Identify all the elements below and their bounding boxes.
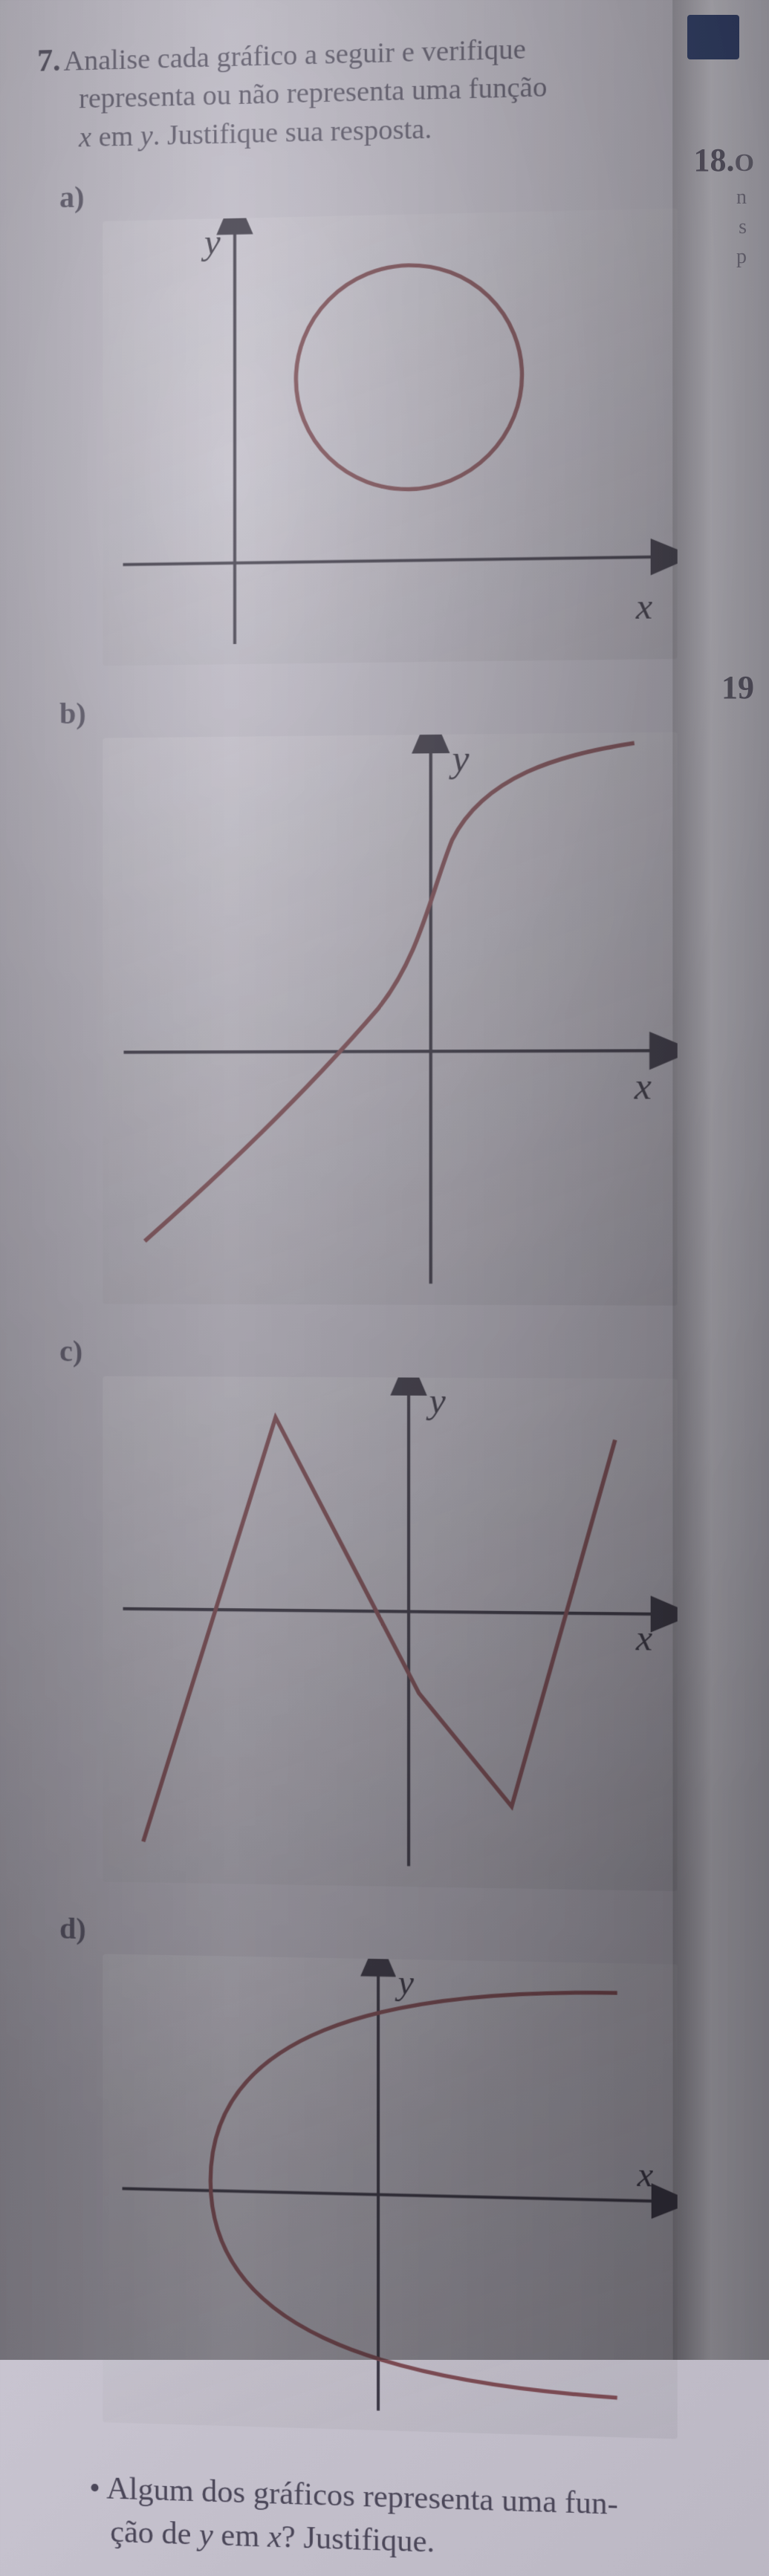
textbook-page: 7. Analise cada gráfico a seguir e verif… — [0, 0, 769, 2381]
bullet-marker: • — [89, 2471, 100, 2505]
graph-b: y x — [103, 732, 677, 1306]
x-axis-label: x — [636, 2155, 653, 2194]
part-c-label: c) — [59, 1333, 752, 1371]
zigzag-curve — [143, 1417, 614, 1849]
x-axis — [122, 2188, 657, 2201]
var-y: y — [140, 120, 153, 152]
s-curve — [144, 743, 634, 1241]
x-axis-label: x — [635, 1616, 652, 1658]
x-axis — [123, 1051, 655, 1053]
question-text-line2: representa ou não representa uma função — [37, 71, 547, 116]
graph-a: y x — [103, 208, 677, 666]
question-block: 7. Analise cada gráfico a seguir e verif… — [30, 25, 752, 158]
x-axis — [123, 1609, 656, 1614]
part-d-label: d) — [59, 1910, 752, 1958]
circle-curve — [296, 263, 522, 491]
bullet-line1: Algum dos gráficos representa uma fun- — [106, 2471, 618, 2522]
y-axis-label: y — [200, 221, 220, 263]
graph-c: y x — [103, 1376, 677, 1891]
x-axis-label: x — [633, 1064, 652, 1107]
x-axis-label: x — [635, 585, 652, 627]
y-axis-label: y — [395, 1962, 413, 2002]
x-axis — [123, 557, 656, 565]
graph-d: y x — [103, 1954, 677, 2439]
graph-b-svg: y x — [103, 732, 677, 1306]
graph-a-svg: y x — [103, 208, 677, 666]
graph-c-svg: y x — [103, 1376, 677, 1891]
y-axis-label: y — [425, 1380, 446, 1422]
question-text-line3: x em y. Justifique sua resposta. — [37, 113, 432, 154]
var-x: x — [79, 122, 91, 153]
y-axis-label: y — [448, 738, 470, 780]
graph-d-svg: y x — [103, 1954, 677, 2439]
part-b-label: b) — [59, 689, 752, 732]
bullet-line2: ção de y em x? Justifique. — [110, 2515, 435, 2560]
part-a-label: a) — [59, 163, 752, 215]
question-number: 7. — [37, 43, 61, 79]
question-text-line1: Analise cada gráfico a seguir e verifiqu… — [64, 33, 526, 77]
sub-question: • Algum dos gráficos representa uma fun-… — [89, 2466, 721, 2574]
